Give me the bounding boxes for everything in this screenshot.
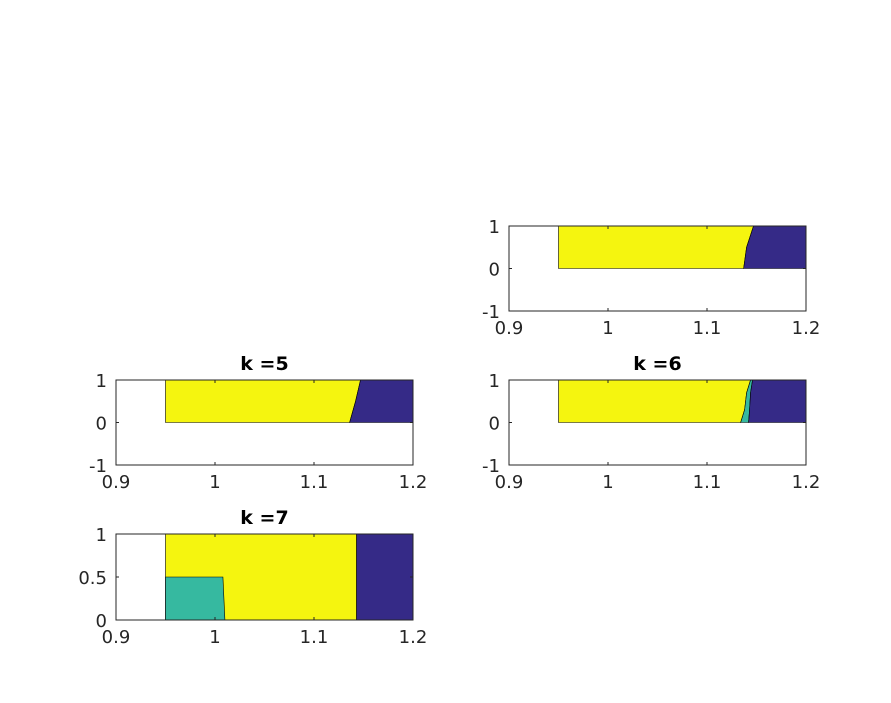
subplot-title: k =6 — [633, 353, 681, 375]
y-tick-label: 0 — [96, 611, 107, 632]
subplot-2: 0.9 1 1.1 1.2 1 0 -1 k =5 — [89, 353, 427, 493]
x-tick-label: 1.2 — [792, 318, 821, 339]
region-yellow-1 — [558, 379, 751, 423]
subplot-3: 0.9 1 1.1 1.2 1 0 -1 k =6 — [482, 353, 820, 493]
x-tick-label: 1.2 — [399, 627, 428, 648]
subplot-title: k =5 — [240, 353, 288, 375]
x-tick-label: 1.1 — [693, 472, 722, 493]
y-tick-label: -1 — [482, 302, 500, 323]
x-tick-label: 1.2 — [399, 472, 428, 493]
region-teal-2 — [165, 576, 226, 621]
region-navy-2 — [743, 225, 807, 269]
y-tick-label: 1 — [96, 371, 107, 392]
subplot-title: k =7 — [240, 507, 288, 529]
y-tick-label: 0 — [489, 260, 500, 281]
region-navy-3 — [748, 379, 807, 423]
subplot-4: 0.9 1 1.1 1.2 1 0.5 0 k =7 — [78, 507, 427, 648]
subplot-1: 0.9 1 1.1 1.2 1 0 -1 — [482, 217, 820, 339]
x-tick-label: 1.1 — [300, 472, 329, 493]
x-tick-label: 1.1 — [693, 318, 722, 339]
x-tick-label: 0.9 — [495, 472, 524, 493]
y-tick-label: -1 — [482, 456, 500, 477]
y-tick-label: 0.5 — [78, 568, 107, 589]
y-tick-label: 1 — [96, 525, 107, 546]
x-tick-label: 0.9 — [495, 318, 524, 339]
x-tick-label: 1 — [602, 472, 613, 493]
region-yellow-1 — [165, 379, 361, 423]
x-tick-label: 1.2 — [792, 472, 821, 493]
x-tick-label: 0.9 — [102, 472, 131, 493]
y-tick-label: 0 — [489, 414, 500, 435]
x-tick-label: 1 — [209, 627, 220, 648]
region-navy-2 — [349, 379, 414, 423]
x-tick-label: 1 — [602, 318, 613, 339]
region-yellow-1 — [558, 225, 754, 269]
x-tick-label: 1.1 — [300, 627, 329, 648]
region-navy-3 — [356, 533, 414, 621]
y-tick-label: 0 — [96, 414, 107, 435]
x-tick-label: 1 — [209, 472, 220, 493]
y-tick-label: -1 — [89, 456, 107, 477]
y-tick-label: 1 — [489, 371, 500, 392]
y-tick-label: 1 — [489, 217, 500, 238]
x-tick-label: 0.9 — [102, 627, 131, 648]
